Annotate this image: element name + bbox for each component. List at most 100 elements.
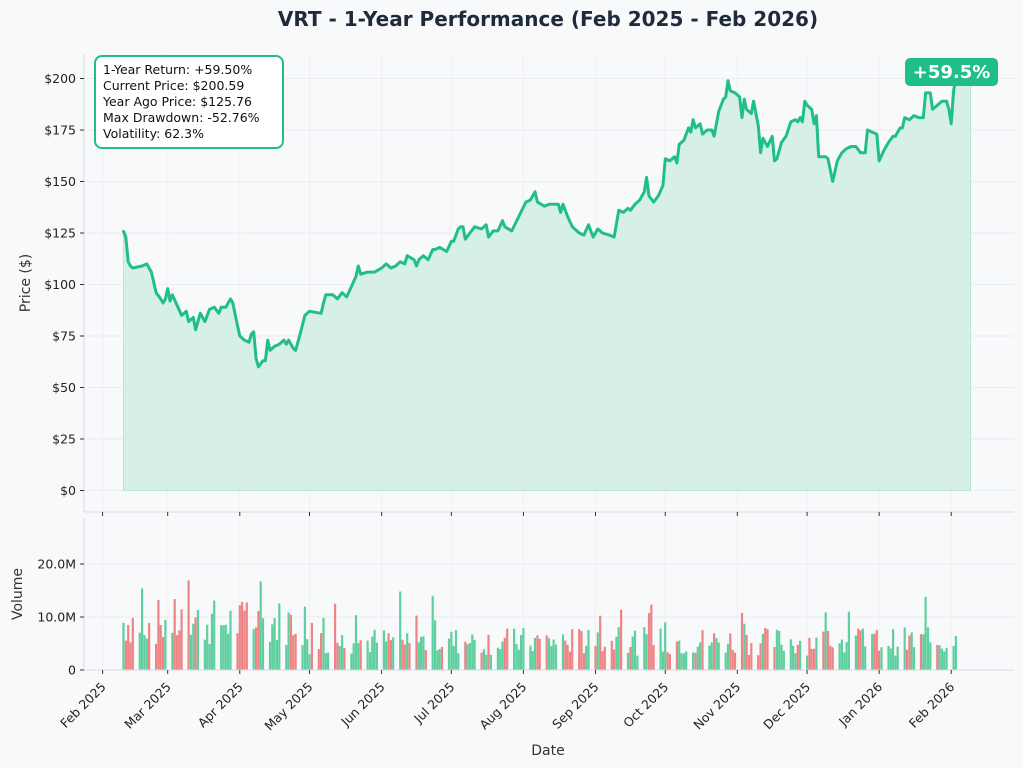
volume-bar [208, 643, 211, 670]
volume-bar [480, 652, 483, 670]
volume-bar [499, 649, 502, 670]
volume-bar [515, 643, 518, 670]
volume-bar [320, 633, 323, 670]
volume-bar [789, 639, 792, 670]
volume-bar [533, 638, 537, 670]
volume-bar [710, 642, 713, 670]
volume-bar [603, 646, 606, 670]
volume-bar [454, 630, 458, 670]
volume-bar [255, 627, 258, 670]
x-tick-label: May 2025 [261, 679, 315, 733]
volume-bar [192, 623, 195, 670]
volume-bar [385, 641, 388, 670]
volume-bar [845, 642, 848, 670]
price-tick-labels: $0 $25 $50 $75 $100 $125 $150 $175 $200 [44, 71, 84, 498]
volume-bar [322, 617, 325, 670]
volume-bar [564, 640, 567, 670]
volume-bar [148, 622, 151, 670]
volume-bar [403, 644, 406, 670]
volume-bar [887, 645, 890, 670]
volume-bar [894, 655, 897, 670]
volume-tick-label: 10.0M [37, 610, 76, 625]
volume-bar [157, 599, 160, 670]
return-badge-text: +59.5% [913, 62, 991, 83]
volume-bar [952, 646, 955, 670]
volume-bar [306, 639, 309, 670]
volume-bar [729, 633, 732, 670]
volume-bar [685, 651, 688, 670]
x-tick-label: Jul 2025 [410, 679, 457, 726]
volume-bar [629, 647, 632, 670]
volume-bar [840, 639, 843, 670]
volume-bar [529, 645, 532, 670]
volume-bar [473, 639, 476, 670]
volume-bar [503, 637, 506, 670]
price-tick-label: $75 [52, 329, 76, 344]
volume-bar [352, 643, 355, 670]
volume-bar [317, 649, 320, 670]
volume-bar [750, 643, 753, 670]
volume-bar [806, 655, 809, 670]
volume-bar [220, 625, 223, 670]
volume-bar [550, 646, 553, 670]
volume-bar [908, 635, 911, 670]
volume-bar [354, 615, 358, 670]
volume-bar [568, 651, 571, 670]
volume-bar [699, 642, 702, 670]
price-tick-label: $25 [52, 432, 76, 447]
volume-bar [910, 632, 913, 670]
volume-bar [194, 617, 197, 670]
volume-bar [350, 653, 353, 670]
volume-bar [896, 646, 899, 670]
volume-bar [245, 602, 248, 670]
volume-bar [180, 609, 183, 670]
volume-bar [145, 638, 148, 670]
volume-bar [554, 644, 558, 670]
volume-bar [252, 629, 255, 670]
stat-line: Current Price: $200.59 [103, 78, 244, 93]
volume-bar [436, 650, 439, 670]
volume-bar [178, 630, 181, 670]
volume-bar [368, 652, 372, 670]
volume-bar [308, 654, 311, 670]
volume-bar [678, 640, 681, 670]
volume-bar [875, 630, 878, 670]
volume-bar [943, 651, 946, 670]
x-tick-label: Mar 2025 [121, 679, 174, 732]
volume-bar [545, 635, 548, 670]
price-tick-label: $100 [44, 277, 76, 292]
volume-bar [822, 631, 825, 670]
volume-bar [666, 652, 669, 670]
volume-bars [122, 580, 957, 670]
volume-bar [273, 618, 276, 670]
volume-bar [536, 635, 539, 670]
volume-bar [538, 638, 541, 670]
price-tick-label: $0 [60, 483, 76, 498]
volume-bar [438, 649, 441, 670]
volume-bar [171, 632, 174, 670]
volume-bar [327, 652, 330, 670]
volume-bar [517, 649, 520, 670]
stat-line: 1-Year Return: +59.50% [103, 62, 252, 77]
volume-bar [778, 630, 781, 670]
return-badge: +59.5% [905, 58, 998, 86]
volume-tick-label: 20.0M [37, 557, 76, 572]
volume-bar [173, 599, 176, 670]
price-tick-label: $50 [52, 380, 76, 395]
volume-bar [880, 647, 883, 670]
volume-bar [636, 655, 639, 670]
volume-bar [713, 633, 716, 670]
volume-bar [359, 640, 362, 670]
volume-bar [371, 636, 374, 670]
volume-bar [668, 654, 671, 670]
volume-bar [905, 649, 909, 670]
volume-bar [415, 615, 418, 670]
volume-bar [692, 652, 695, 670]
volume-axis-label: Volume [10, 568, 26, 620]
volume-bar [585, 645, 588, 670]
volume-bar [513, 628, 516, 670]
volume-bar [229, 610, 232, 670]
volume-bar [724, 652, 727, 670]
volume-bar [892, 629, 895, 670]
volume-bar [773, 647, 776, 670]
